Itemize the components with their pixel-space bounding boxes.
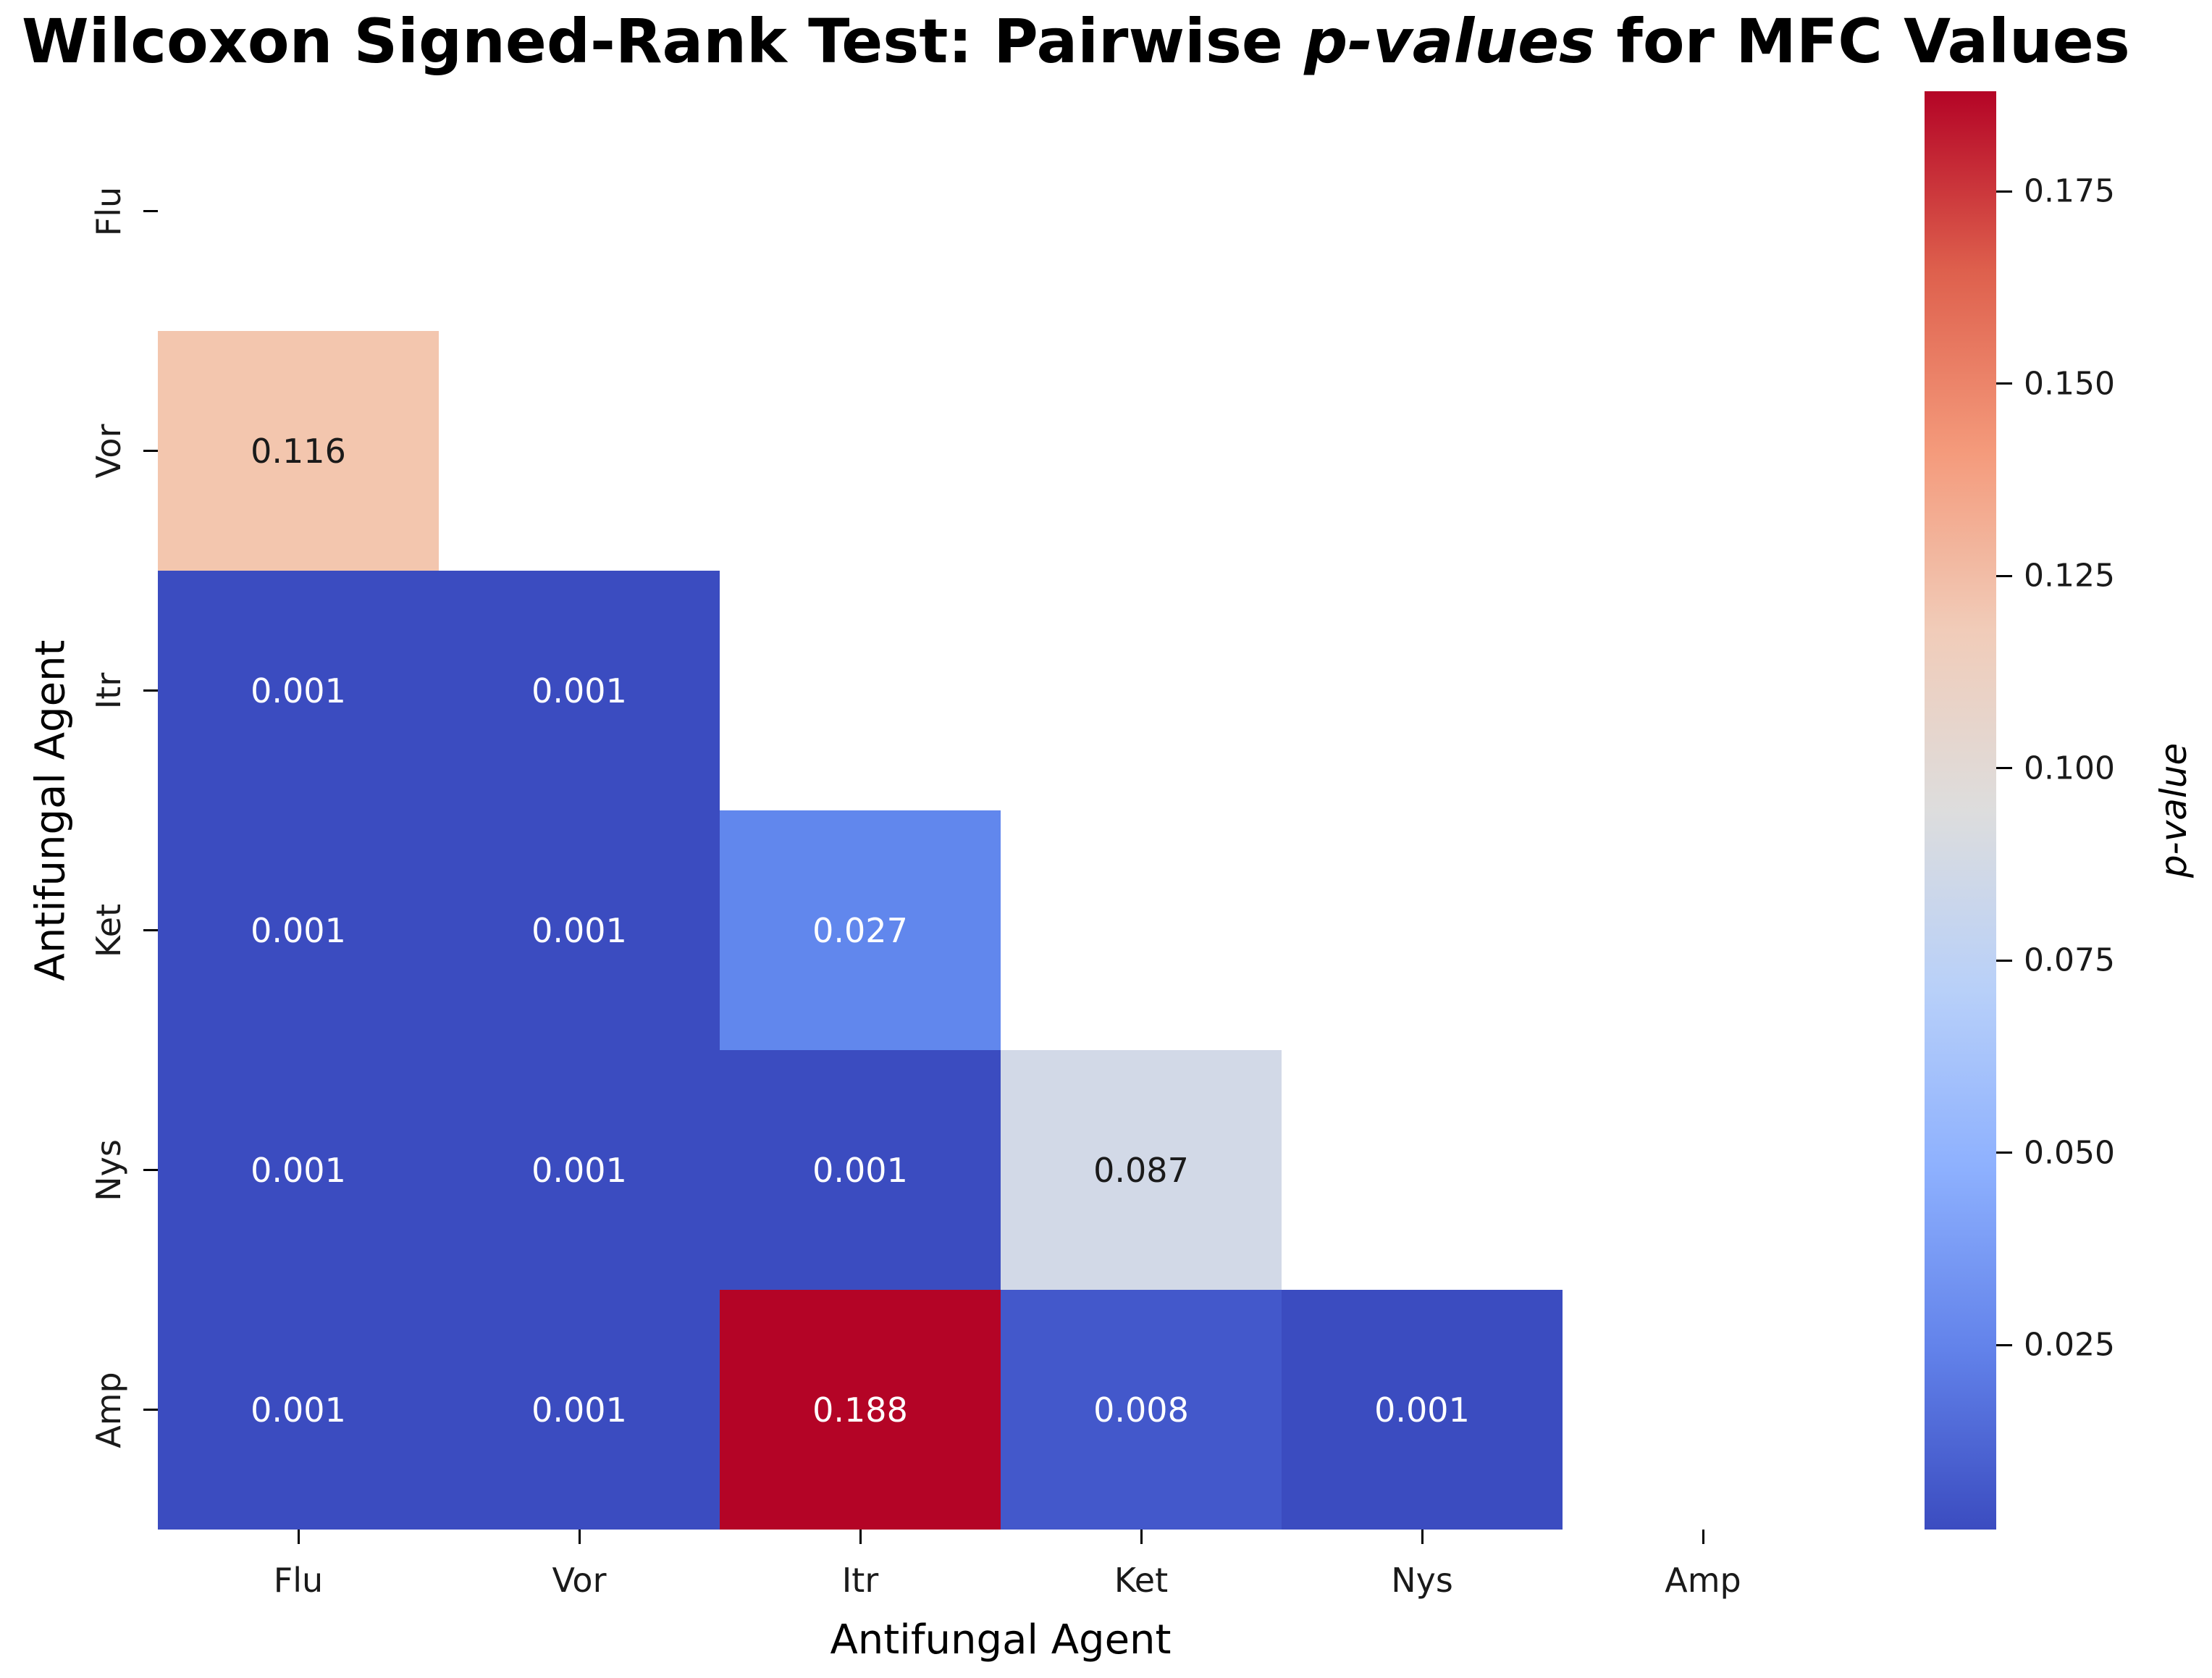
colorbar-tick-0.100	[1996, 767, 2012, 770]
y-tick-vor	[143, 450, 158, 452]
x-tick-nys	[1421, 1530, 1423, 1544]
y-tick-itr	[143, 689, 158, 692]
colorbar-tick-0.025	[1996, 1343, 2012, 1346]
y-tick-label-amp: Amp	[89, 1371, 128, 1448]
heatmap-cell-amp-vor: 0.001	[439, 1290, 720, 1530]
colorbar-tick-0.150	[1996, 382, 2012, 385]
y-tick-label-nys: Nys	[89, 1138, 128, 1201]
x-tick-label-vor: Vor	[552, 1561, 607, 1600]
y-axis-title: Antifungal Agent	[27, 639, 75, 981]
y-tick-amp	[143, 1409, 158, 1411]
colorbar-tick-label-0.075: 0.075	[2024, 941, 2115, 979]
colorbar-tick-label-0.100: 0.100	[2024, 750, 2115, 787]
figure-title-italic: p-values	[1304, 6, 1596, 77]
heatmap-cell-nys-flu: 0.001	[158, 1050, 439, 1290]
colorbar-label: p-value	[2153, 742, 2195, 878]
y-tick-label-ket: Ket	[89, 903, 128, 957]
x-tick-vor	[578, 1530, 581, 1544]
x-tick-itr	[859, 1530, 862, 1544]
x-tick-label-ket: Ket	[1114, 1561, 1169, 1600]
heatmap-cell-amp-itr: 0.188	[720, 1290, 1001, 1530]
x-tick-amp	[1702, 1530, 1704, 1544]
y-tick-label-flu: Flu	[89, 186, 128, 236]
colorbar-tick-label-0.025: 0.025	[2024, 1326, 2115, 1364]
heatmap-cell-vor-flu: 0.116	[158, 331, 439, 571]
y-tick-label-itr: Itr	[89, 672, 128, 709]
colorbar-tick-label-0.050: 0.050	[2024, 1134, 2115, 1172]
y-tick-label-vor: Vor	[89, 424, 128, 478]
heatmap-cell-ket-flu: 0.001	[158, 810, 439, 1050]
colorbar-tick-label-0.175: 0.175	[2024, 172, 2115, 210]
heatmap-cell-ket-vor: 0.001	[439, 810, 720, 1050]
colorbar-tick-label-0.125: 0.125	[2024, 557, 2115, 595]
colorbar-tick-label-0.150: 0.150	[2024, 365, 2115, 403]
x-tick-label-amp: Amp	[1665, 1561, 1741, 1600]
colorbar-tick-0.175	[1996, 190, 2012, 193]
x-axis-title: Antifungal Agent	[830, 1616, 1172, 1664]
x-tick-label-nys: Nys	[1391, 1561, 1453, 1600]
x-tick-ket	[1140, 1530, 1143, 1544]
heatmap-cell-amp-nys: 0.001	[1282, 1290, 1563, 1530]
figure-title-prefix: Wilcoxon Signed-Rank Test: Pairwise	[22, 6, 1305, 77]
heatmap-cell-amp-flu: 0.001	[158, 1290, 439, 1530]
x-tick-label-flu: Flu	[273, 1561, 324, 1600]
figure-title-suffix: for MFC Values	[1595, 6, 2130, 77]
y-tick-ket	[143, 929, 158, 931]
figure-title: Wilcoxon Signed-Rank Test: Pairwise p-va…	[22, 6, 2130, 77]
heatmap-cell-itr-flu: 0.001	[158, 571, 439, 810]
colorbar-tick-0.075	[1996, 959, 2012, 962]
heatmap-cell-nys-ket: 0.087	[1001, 1050, 1282, 1290]
colorbar	[1925, 91, 1996, 1530]
heatmap-cell-itr-vor: 0.001	[439, 571, 720, 810]
heatmap-cell-nys-vor: 0.001	[439, 1050, 720, 1290]
y-tick-nys	[143, 1169, 158, 1171]
heatmap-cell-ket-itr: 0.027	[720, 810, 1001, 1050]
heatmap-cell-amp-ket: 0.008	[1001, 1290, 1282, 1530]
colorbar-tick-0.050	[1996, 1151, 2012, 1154]
x-tick-flu	[297, 1530, 300, 1544]
heatmap-plot-area: 0.116 0.001 0.001 0.001 0.001 0.027 0.001 0.001…	[158, 91, 1843, 1530]
heatmap-cell-nys-itr: 0.001	[720, 1050, 1001, 1290]
x-tick-label-itr: Itr	[841, 1561, 879, 1600]
y-tick-flu	[143, 210, 158, 212]
colorbar-tick-0.125	[1996, 574, 2012, 577]
